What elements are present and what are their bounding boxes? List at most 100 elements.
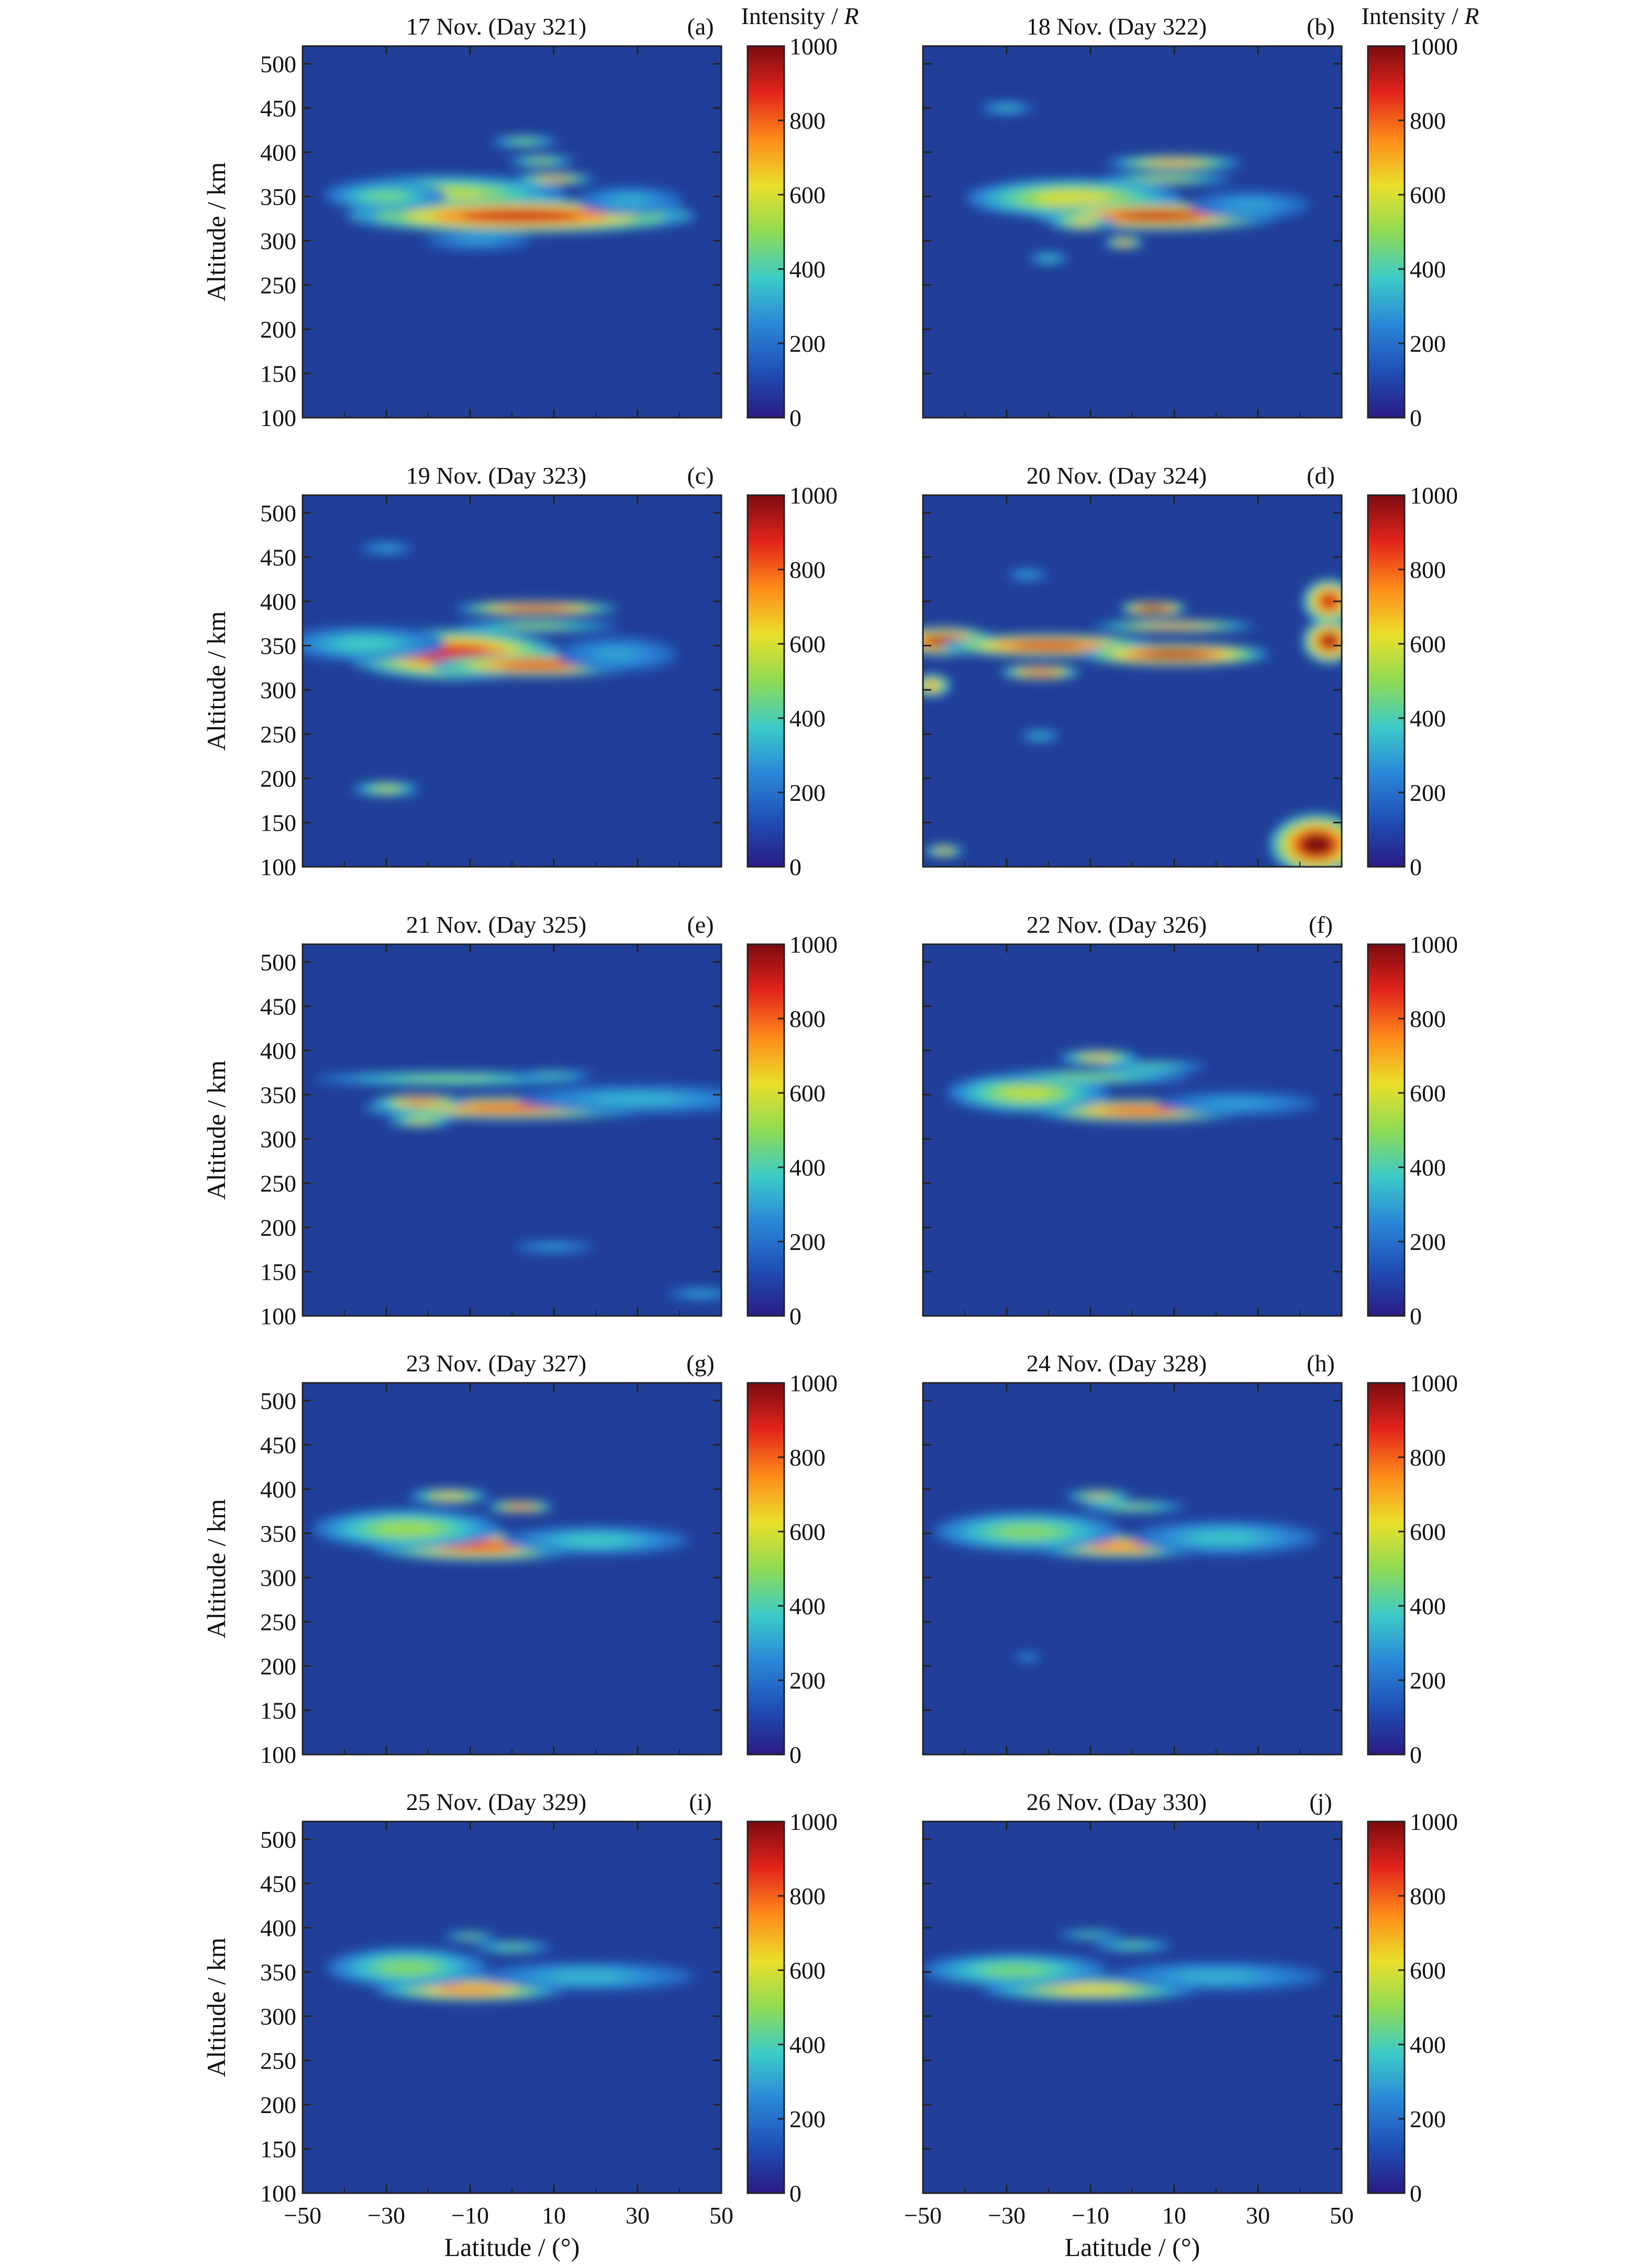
heatmap-feature	[1092, 1939, 1173, 1951]
colorbar-tick-label: 800	[789, 1444, 826, 1471]
colorbar-tick-label: 0	[1410, 1303, 1422, 1329]
heatmap-feature	[923, 1953, 1109, 1987]
colorbar-tick-label: 0	[1410, 854, 1422, 880]
colorbar-tick-label: 200	[789, 2106, 826, 2132]
heatmap-area	[303, 1383, 721, 1755]
y-tick-label: 150	[260, 1697, 296, 1724]
colorbar-tick-label: 0	[789, 854, 801, 880]
colorbar-scale	[746, 45, 785, 419]
colorbar-tick-label: 800	[1410, 556, 1446, 583]
y-tick-label: 450	[260, 1432, 296, 1458]
y-tick-label: 250	[260, 2047, 296, 2074]
panel-title: 25 Nov. (Day 329)	[406, 1789, 587, 1815]
y-tick-label: 100	[260, 2180, 296, 2207]
y-axis	[923, 63, 1342, 419]
heatmap-feature	[1156, 1092, 1318, 1115]
colorbar-tick-label: 1000	[789, 1370, 838, 1396]
colorbar-tick-label: 200	[789, 330, 826, 357]
heatmap-background	[303, 1383, 721, 1755]
heatmap-feature	[313, 1509, 502, 1549]
heatmap-feature	[575, 186, 683, 215]
y-tick-label: 150	[260, 2136, 296, 2162]
panel-label: (b)	[1307, 13, 1335, 40]
x-tick-label: −10	[451, 2202, 489, 2229]
heatmap-feature	[373, 1094, 467, 1109]
colorbar-tick-label: 0	[1410, 2180, 1422, 2207]
heatmap-feature	[923, 845, 964, 857]
panel-8: 24 Nov. (Day 328) (h) 0 200 400 600 800 1000	[922, 1350, 1458, 1768]
heatmap-feature	[508, 155, 575, 167]
colorbar-scale	[1367, 494, 1406, 868]
x-axis	[922, 46, 1343, 418]
panel-title: 17 Nov. (Day 321)	[406, 13, 587, 40]
colorbar: 0 200 400 600 800 1000	[746, 1370, 838, 1768]
y-tick-label: 300	[260, 1126, 296, 1153]
colorbar-tick-label: 0	[789, 1741, 801, 1768]
colorbar-tick-label: 1000	[1410, 1808, 1458, 1835]
panel-title: 18 Nov. (Day 322)	[1027, 13, 1207, 40]
colorbar-tick-label: 400	[1410, 705, 1446, 732]
colorbar-scale	[746, 943, 785, 1317]
x-axis	[302, 495, 722, 867]
y-tick-label: 350	[260, 183, 296, 210]
colorbar-tick-label: 800	[1410, 1883, 1446, 1909]
colorbar: 0 200 400 600 800 1000 Intensity / R	[1362, 3, 1479, 431]
heatmap-feature	[1120, 601, 1187, 616]
heatmap-feature	[1080, 643, 1268, 666]
x-tick-label: −10	[1072, 2202, 1109, 2229]
panel-label: (a)	[687, 13, 714, 40]
y-tick-label: 350	[260, 1081, 296, 1108]
y-axis: 100 150 200 250 300 350 400 450 500	[260, 500, 721, 880]
heatmap-background	[303, 495, 721, 867]
heatmap-feature	[979, 102, 1034, 114]
heatmap-feature	[1007, 569, 1048, 580]
colorbar: 0 200 400 600 800 1000	[746, 1808, 838, 2207]
colorbar: 0 200 400 600 800 1000	[1367, 931, 1458, 1329]
heatmap-feature	[502, 1526, 690, 1555]
colorbar-title: Intensity / R	[1362, 3, 1479, 29]
y-tick-label: 100	[260, 854, 296, 880]
y-axis	[923, 961, 1342, 1317]
y-tick-label: 450	[260, 95, 296, 121]
colorbar: 0 200 400 600 800 1000	[1367, 1370, 1458, 1768]
heatmap-background	[923, 1383, 1342, 1755]
panel-title: 24 Nov. (Day 328)	[1027, 1350, 1207, 1377]
y-axis	[923, 1838, 1342, 2194]
y-tick-label: 500	[260, 1826, 296, 1853]
y-tick-label: 100	[260, 405, 296, 431]
y-tick-label: 450	[260, 544, 296, 571]
panel-label: (g)	[686, 1350, 715, 1377]
y-tick-label: 200	[260, 316, 296, 343]
y-tick-label: 250	[260, 721, 296, 747]
heatmap-area	[923, 495, 1342, 867]
heatmap-feature	[1094, 620, 1255, 632]
panel-4: 20 Nov. (Day 324) (d) 0 200 400 600 800 1000	[922, 462, 1458, 880]
y-tick-label: 300	[260, 1565, 296, 1591]
colorbar: 0 200 400 600 800 1000	[746, 931, 838, 1329]
y-axis	[923, 1400, 1342, 1756]
heatmap-area	[923, 46, 1342, 418]
x-axis: −50 −30 −10 10 30 50	[904, 1822, 1354, 2229]
y-axis: 100 150 200 250 300 350 400 450 500	[260, 1388, 721, 1768]
y-axis-title: Altitude / km	[202, 1499, 231, 1639]
heatmap-feature	[990, 1070, 1191, 1085]
heatmap-feature	[425, 232, 532, 250]
heatmap-feature	[923, 674, 952, 697]
heatmap-feature	[1099, 173, 1233, 185]
colorbar-tick-label: 1000	[789, 33, 838, 60]
heatmap-feature	[514, 173, 594, 185]
y-axis: 100 150 200 250 300 350 400 450 500	[260, 949, 721, 1329]
colorbar-tick-label: 600	[789, 631, 826, 657]
colorbar-tick-label: 400	[789, 1593, 826, 1619]
panel-title: 20 Nov. (Day 324)	[1027, 462, 1207, 489]
colorbar-tick-label: 800	[1410, 1444, 1446, 1471]
heatmap-feature	[480, 1962, 695, 1991]
heatmap-feature	[1109, 1962, 1323, 1991]
heatmap-feature	[1130, 1521, 1319, 1555]
heatmap-feature	[359, 542, 414, 554]
heatmap-feature	[1065, 1490, 1132, 1502]
heatmap-background	[923, 46, 1342, 418]
heatmap-feature	[514, 1071, 594, 1080]
y-tick-label: 250	[260, 1608, 296, 1635]
y-axis-title: Altitude / km	[202, 611, 231, 751]
